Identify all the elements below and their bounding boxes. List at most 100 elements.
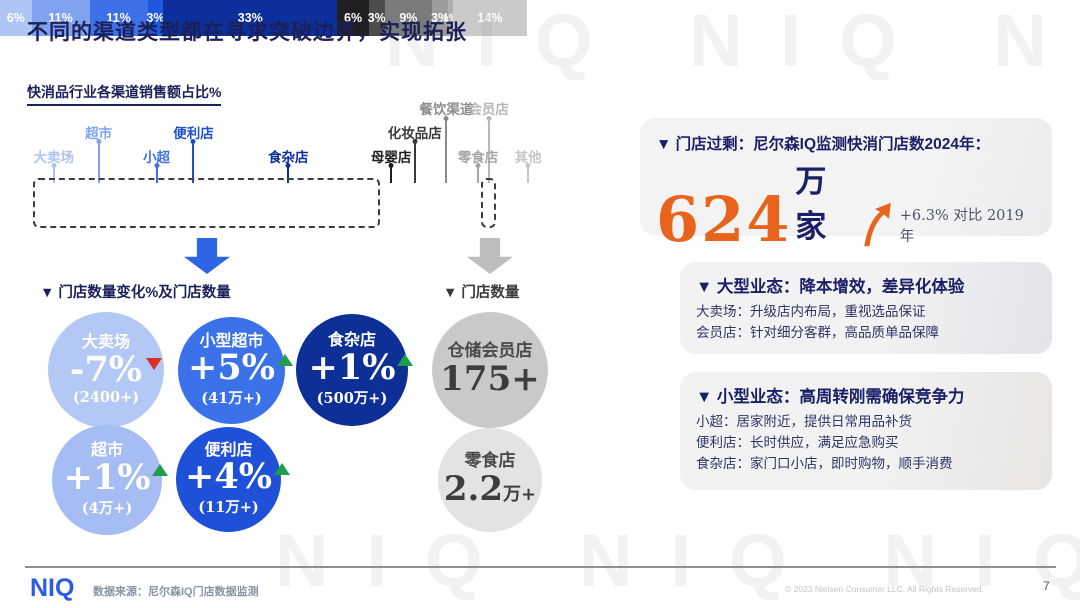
bubble-count: (2400+): [72, 388, 140, 406]
bar-segment-value: 6%: [6, 11, 25, 25]
bar-segment: 11%: [31, 0, 90, 36]
trend-up-icon: [397, 353, 414, 366]
page-number: 7: [1043, 579, 1050, 593]
bubble-name: 大卖场: [81, 334, 130, 352]
bubble-name: 食杂店: [327, 332, 376, 350]
copyright-text: © 2023 Nielsen Consumer LLC. All Rights …: [785, 584, 985, 594]
label-leader-line: [475, 163, 481, 183]
store-surplus-card: ▼ 门店过剩：尼尔森IQ监测快消门店数2024年： 624 万家 +6.3% 对…: [640, 118, 1052, 251]
bubble-name: 超市: [90, 442, 123, 460]
bar-segment-value: 14%: [477, 11, 503, 25]
member-store-outline: [480, 178, 497, 228]
bubble-snack-store: 零食店 2.2万+: [438, 428, 542, 532]
bubble-count: 2.2万+: [443, 468, 537, 509]
bubble-change: +1%: [64, 459, 169, 497]
bar-segment: 33%: [163, 0, 338, 36]
bubble-count: (500万+): [316, 389, 388, 407]
bubble-name: 便利店: [204, 441, 253, 459]
bubble-convenience: 便利店 +4% (11万+): [176, 427, 290, 532]
label-leader-line: [443, 116, 449, 183]
bar-segment: 3%: [146, 0, 165, 36]
card-header: ▼ 小型业态：高周转刚需确保竞争力: [696, 388, 965, 406]
label-leader-line: [388, 163, 394, 183]
bubble-count: (11万+): [198, 499, 259, 517]
small-format-card: ▼ 小型业态：高周转刚需确保竞争力 小超：居家附近，提供日常用品补货 便利店：长…: [680, 372, 1052, 490]
big-number-unit: 万家: [795, 164, 827, 244]
bar-segment: 14%: [453, 0, 527, 36]
chart-title: 快消品行业各渠道销售额占比%: [27, 82, 222, 106]
bar-segment-label: 化妆品店: [387, 126, 442, 141]
bubble-count: (4万+): [81, 499, 133, 517]
bar-segment-label: 食杂店: [268, 150, 309, 165]
bubble-change: +4%: [185, 459, 290, 496]
footer-divider: [25, 566, 1056, 568]
bubble-change: +1%: [309, 349, 414, 387]
card-line: 会员店：针对细分客群，高品质单品保障: [696, 324, 939, 340]
card-line: 便利店：长时供应，满足应急购买: [696, 434, 899, 450]
bar-segment-label: 母婴店: [370, 150, 412, 165]
bar-segment: 6%: [0, 0, 32, 36]
label-leader-line: [190, 139, 196, 183]
store-count-section-header: ▼ 门店数量: [443, 285, 520, 301]
bar-segment-label: 便利店: [173, 126, 214, 141]
bar-segment-label: 餐饮渠道: [419, 102, 474, 117]
bubble-name: 零食店: [464, 450, 516, 470]
trend-up-icon: [152, 463, 169, 476]
bar-segment: 3%: [367, 0, 386, 36]
bar-segment: 6%: [337, 0, 369, 36]
bar-segment: 11%: [89, 0, 148, 36]
label-leader-line: [486, 116, 492, 183]
label-leader-line: [412, 139, 418, 183]
blue-group-outline: [33, 178, 381, 228]
card-header: ▼ 大型业态：降本增效，差异化体验: [696, 278, 965, 296]
card-line: 食杂店：家门口小店，即时购物，顺手消费: [696, 455, 953, 471]
orange-up-arrow-icon: [864, 202, 892, 247]
bar-segment-value: 33%: [237, 11, 263, 25]
bar-segment-value: 11%: [48, 11, 73, 25]
label-leader-line: [154, 163, 160, 183]
bubble-count: 175+: [440, 358, 540, 399]
bar-segment-value: 3%: [367, 11, 386, 25]
niq-logo: NIQ: [30, 574, 75, 602]
trend-up-icon: [276, 354, 293, 367]
trend-down-icon: [146, 357, 163, 370]
page-title: 不同的渠道类型都在寻求突破边界，实现拓张: [27, 21, 467, 44]
bar-segment-value: 11%: [106, 11, 131, 25]
bar-segment-value: 9%: [399, 11, 418, 25]
big-number: 624: [656, 183, 792, 257]
bubble-mini-supermarket: 小型超市 +5% (41万+): [178, 317, 293, 424]
label-leader-line: [285, 163, 291, 183]
bar-segment-label: 会员店: [468, 102, 509, 117]
bubble-count: (41万+): [201, 390, 262, 408]
bubble-warehouse-club: 仓储会员店 175+: [432, 312, 548, 428]
bar-segment-label: 零食店: [457, 150, 499, 165]
blue-down-arrow-icon: [184, 238, 230, 274]
bar-segment-label: 超市: [85, 126, 113, 141]
card-line: 小超：居家附近，提供日常用品补货: [696, 414, 912, 429]
bar-segment: 3%: [430, 0, 450, 36]
bubble-change: -7%: [70, 351, 163, 389]
bubble-grocery: 食杂店 +1% (500万+): [296, 314, 414, 426]
trend-up-icon: [273, 463, 290, 476]
bar-segment-value: 3%: [146, 11, 165, 25]
bubble-name: 小型超市: [199, 332, 264, 350]
store-change-section-header: ▼ 门店数量变化%及门店数量: [40, 285, 231, 301]
large-format-card: ▼ 大型业态：降本增效，差异化体验 大卖场：升级店内布局，重视选品保证 会员店：…: [680, 262, 1052, 354]
bubble-supermarket: 超市 +1% (4万+): [52, 425, 169, 535]
card-line: 大卖场：升级店内布局，重视选品保证: [696, 304, 926, 319]
bar-segment-value: 6%: [344, 11, 363, 25]
label-leader-line: [51, 163, 57, 183]
stacked-bar-chart: 6% 11% 11% 3% 33% 6% 3% 9% 3% 1% 14%: [0, 0, 527, 36]
bar-segment-value: 3%: [430, 11, 450, 25]
gray-down-arrow-icon: [467, 238, 513, 274]
bubble-change: +5%: [188, 350, 293, 387]
label-leader-line: [525, 163, 531, 183]
bubble-hypermarket: 大卖场 -7% (2400+): [48, 312, 164, 428]
data-source-note: 数据来源：尼尔森IQ门店数据监测: [93, 586, 259, 598]
bar-segment-label: 小超: [143, 150, 171, 165]
bar-segment-label: 其他: [514, 150, 542, 165]
card-header: ▼ 门店过剩：尼尔森IQ监测快消门店数2024年：: [656, 136, 990, 153]
bubble-name: 仓储会员店: [447, 340, 533, 360]
bar-segment-label: 大卖场: [33, 150, 75, 165]
